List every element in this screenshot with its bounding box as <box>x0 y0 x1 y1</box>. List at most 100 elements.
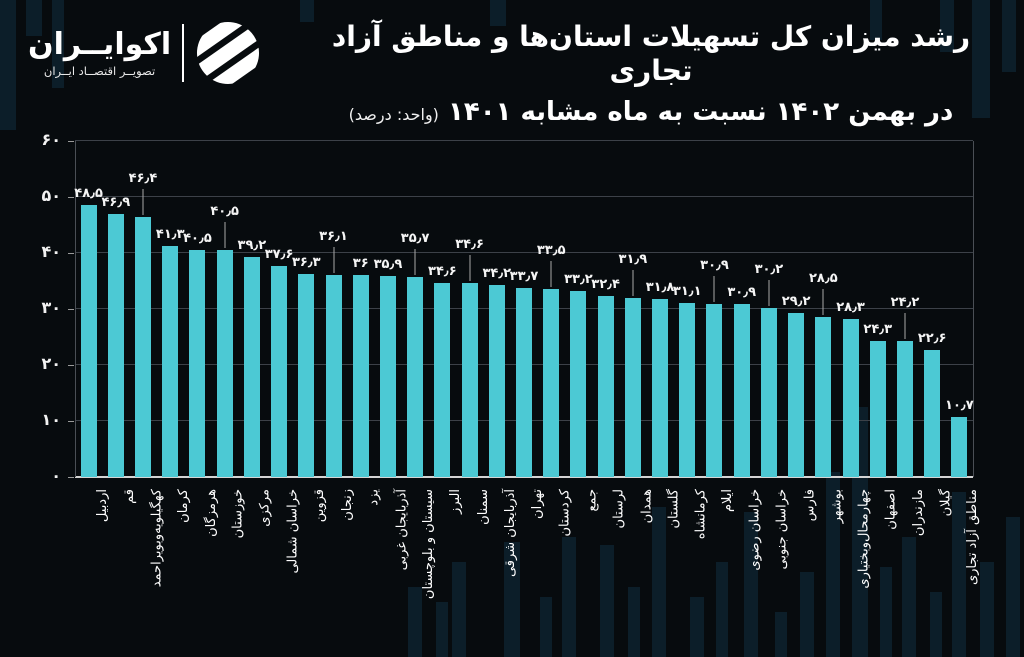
x-category-label: خراسان شمالی <box>285 489 301 574</box>
deco-bar <box>972 0 990 118</box>
x-category-label: تهران <box>530 489 545 519</box>
bar-9 <box>325 274 342 477</box>
x-category-label: قزوین <box>312 489 328 523</box>
x-category-label: گیلان <box>938 489 954 517</box>
bar-5 <box>216 250 233 477</box>
gridline <box>75 252 973 253</box>
y-tick-label: ۴۰ <box>41 242 61 261</box>
x-category-label: زنجان <box>339 489 355 521</box>
x-category-label: یزد <box>366 489 382 506</box>
bar-20 <box>624 298 641 477</box>
y-tick <box>68 253 74 254</box>
label-leader-line <box>469 255 471 282</box>
bar-12 <box>407 277 424 477</box>
bar-value-label: ۳۳٫۲ <box>564 272 593 288</box>
brand-name: اکوایــران <box>28 27 172 62</box>
x-category-label: جمع <box>584 489 600 512</box>
x-category-label: گلستان <box>666 489 682 529</box>
x-category-label: البرز <box>448 489 464 514</box>
deco-bar <box>902 537 916 657</box>
deco-bar <box>716 562 728 657</box>
bar-21 <box>652 298 669 477</box>
bar-0 <box>80 205 97 477</box>
y-tick-label: ۳۰ <box>41 298 61 317</box>
bar-15 <box>488 285 505 477</box>
bar-1 <box>107 214 124 477</box>
bar-value-label: ۳۳٫۷ <box>509 269 539 285</box>
bar-value-label: ۳۰٫۲ <box>754 261 784 277</box>
deco-bar <box>952 492 966 657</box>
bar-value-label: ۳۶٫۱ <box>319 228 348 244</box>
label-leader-line <box>632 270 634 297</box>
bar-11 <box>379 275 396 477</box>
deco-bar <box>562 537 576 657</box>
bar-value-label: ۳۰٫۹ <box>727 284 757 300</box>
bar-4 <box>189 250 206 477</box>
bar-value-label: ۱۰٫۷ <box>945 398 974 414</box>
bar-value-label: ۴۸٫۵ <box>74 186 103 202</box>
bar-value-label: ۴۶٫۴ <box>128 171 158 187</box>
bar-value-label: ۳۷٫۶ <box>264 247 294 263</box>
bar-3 <box>162 245 179 477</box>
deco-bar <box>26 0 42 36</box>
x-category-label: لرستان <box>611 489 627 529</box>
x-category-label: کرمانشاه <box>693 489 709 540</box>
x-category-label: اردبیل <box>94 489 110 523</box>
x-category-label: قم <box>121 489 137 504</box>
gridline <box>75 196 973 197</box>
x-category-label: مازندران <box>910 489 926 537</box>
deco-bar <box>940 0 954 52</box>
y-tick <box>68 309 74 310</box>
label-leader-line <box>333 246 334 273</box>
deco-bar <box>880 567 892 657</box>
deco-bar <box>408 587 422 657</box>
bar-22 <box>679 302 696 477</box>
y-tick <box>68 197 74 198</box>
label-leader-line <box>414 249 416 276</box>
bar-28 <box>842 318 859 477</box>
bar-value-label: ۲۸٫۳ <box>836 299 865 315</box>
y-tick <box>68 477 74 478</box>
label-leader-line <box>224 222 226 249</box>
bar-value-label: ۴۱٫۳ <box>155 226 185 242</box>
bar-value-label: ۳۳٫۵ <box>536 243 566 259</box>
label-leader-line <box>822 289 824 316</box>
x-category-label: فارس <box>802 489 818 522</box>
deco-bar <box>628 587 640 657</box>
x-category-label: سیستان و بلوچستان <box>421 489 437 600</box>
y-tick-label: ۱۰ <box>41 410 61 429</box>
bar-23 <box>706 303 723 477</box>
bar-13 <box>434 283 451 477</box>
x-category-label: چهارمحال‌وبختیاری <box>856 489 872 589</box>
bar-19 <box>597 295 614 477</box>
x-category-label: اصفهان <box>883 489 899 530</box>
x-category-label: کردستان <box>557 489 573 537</box>
bar-value-label: ۳۰٫۹ <box>700 257 729 273</box>
bar-8 <box>298 273 315 477</box>
y-tick <box>68 365 74 366</box>
bar-14 <box>461 283 478 477</box>
deco-bar <box>300 0 314 22</box>
bar-value-label: ۳۵٫۹ <box>373 256 403 272</box>
x-category-label: مرکزی <box>257 489 273 527</box>
label-leader-line <box>904 313 906 340</box>
bar-value-label: ۳۶ <box>352 256 369 272</box>
ecoiran-logo-icon <box>195 20 262 86</box>
x-category-label: خراسان رضوی <box>747 489 763 571</box>
bar-value-label: ۳۵٫۷ <box>400 231 430 247</box>
label-leader-line <box>768 279 770 306</box>
bar-7 <box>271 266 288 477</box>
bar-value-label: ۲۴٫۲ <box>890 295 920 311</box>
deco-bar <box>504 542 520 657</box>
bar-31 <box>924 350 941 477</box>
bar-value-label: ۳۶٫۳ <box>291 254 321 270</box>
bar-26 <box>788 313 805 477</box>
deco-bar <box>1002 0 1016 72</box>
bar-value-label: ۲۲٫۶ <box>917 331 947 347</box>
chart-title-line2: در بهمن ۱۴۰۲ نسبت به ماه مشابه ۱۴۰۱ (واح… <box>348 97 954 127</box>
brand-logo: اکوایــران تصویــر اقتصــاد ایــران <box>28 20 262 86</box>
y-tick <box>68 141 74 142</box>
